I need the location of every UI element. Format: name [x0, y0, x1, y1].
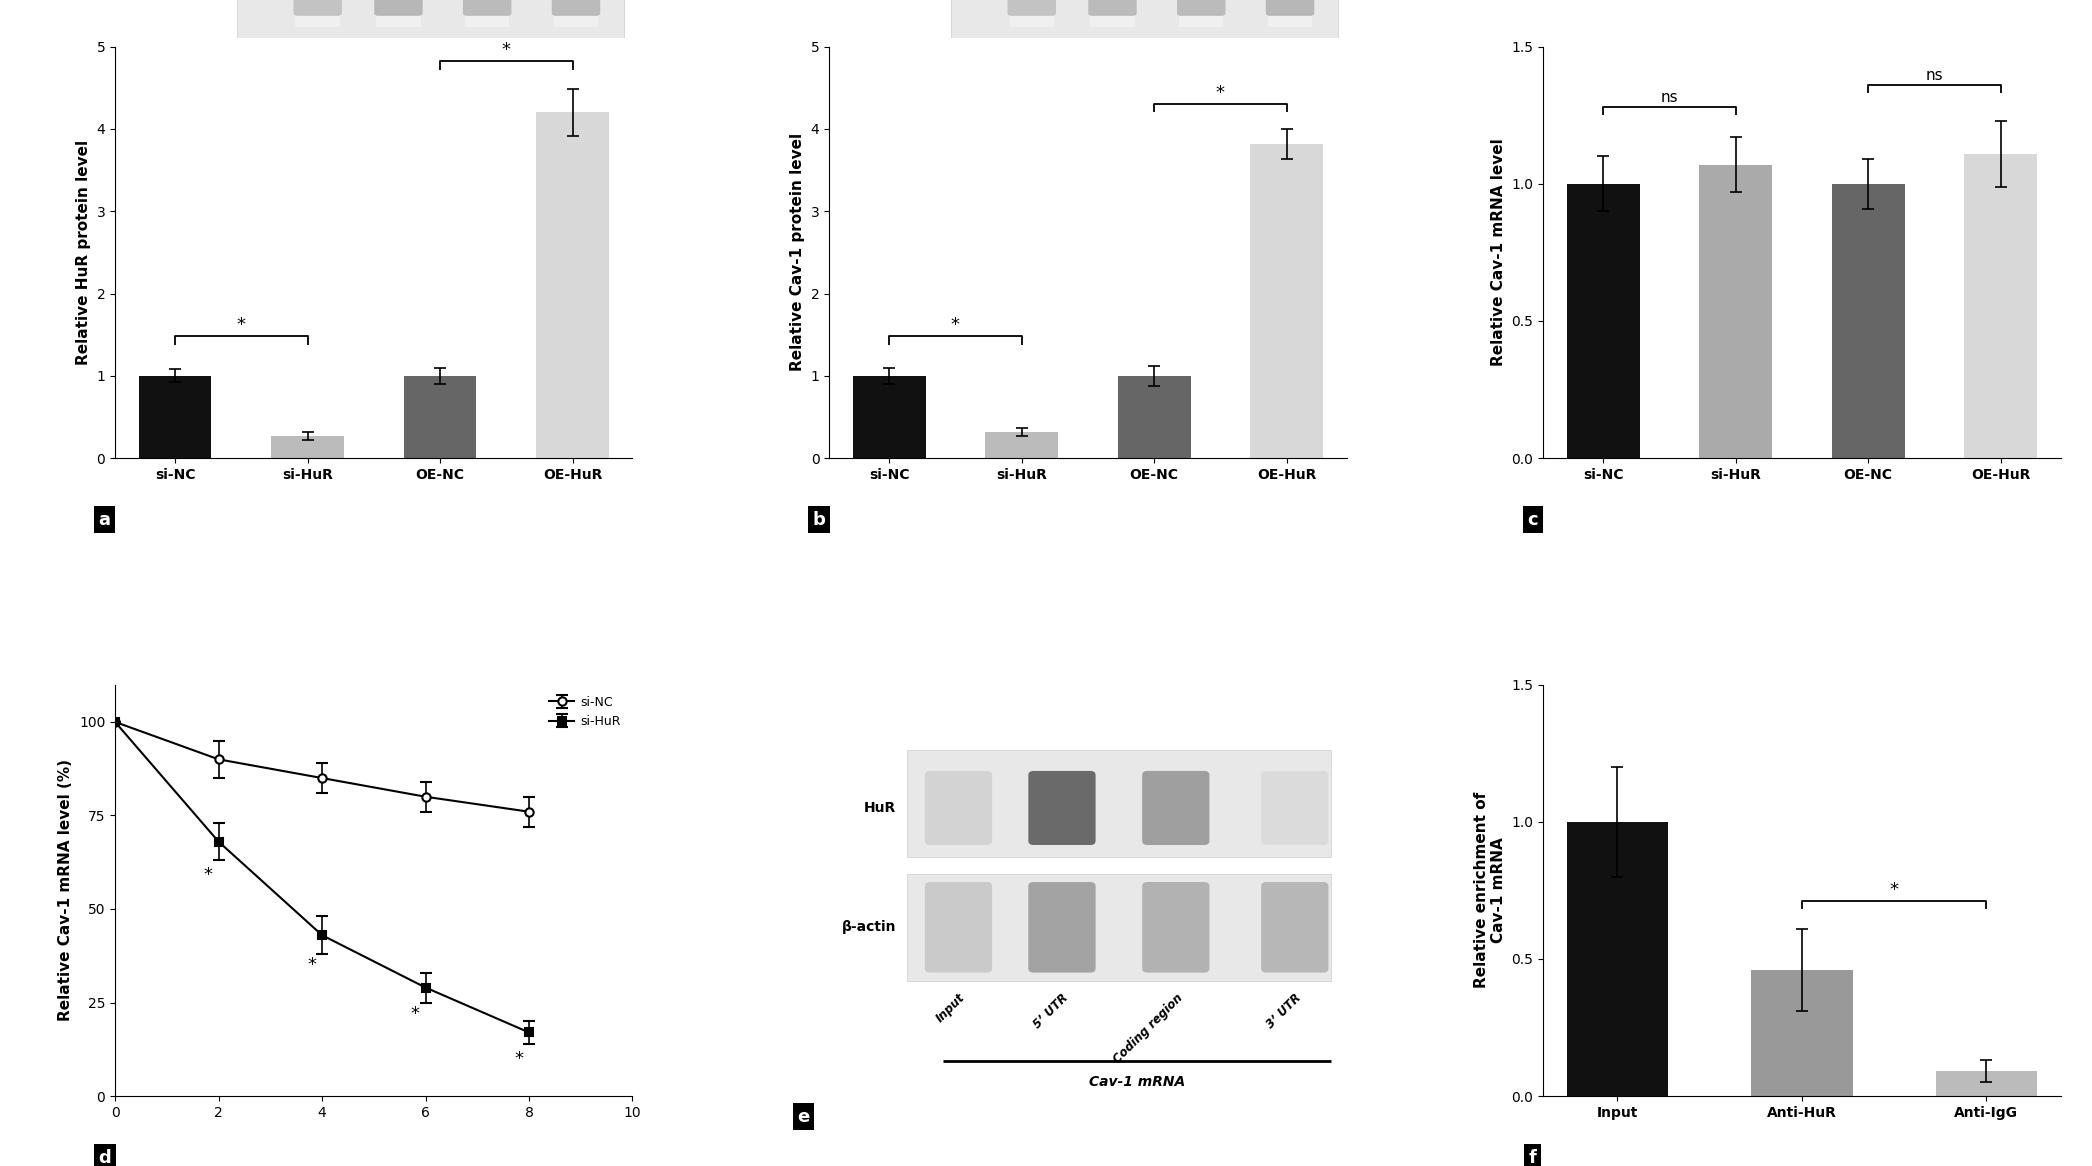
Bar: [536, 112, 609, 458]
Text: *: *: [1889, 881, 1900, 899]
Text: 5’ UTR: 5’ UTR: [1031, 991, 1071, 1031]
Legend: si-NC, si-HuR: si-NC, si-HuR: [544, 690, 626, 733]
FancyBboxPatch shape: [1142, 771, 1209, 845]
FancyBboxPatch shape: [1261, 881, 1328, 972]
FancyBboxPatch shape: [925, 771, 992, 845]
Bar: [1567, 184, 1640, 458]
Bar: [1251, 143, 1322, 458]
Text: *: *: [308, 956, 316, 974]
Y-axis label: Relative Cav-1 mRNA level: Relative Cav-1 mRNA level: [1492, 139, 1506, 366]
Bar: [272, 436, 343, 458]
Y-axis label: Relative enrichment of
Cav-1 mRNA: Relative enrichment of Cav-1 mRNA: [1473, 792, 1506, 989]
Text: ns: ns: [1925, 68, 1943, 83]
Text: *: *: [236, 316, 245, 335]
FancyBboxPatch shape: [925, 881, 992, 972]
Bar: [985, 431, 1059, 458]
FancyBboxPatch shape: [1029, 771, 1096, 845]
Text: *: *: [1215, 84, 1224, 103]
FancyBboxPatch shape: [906, 873, 1331, 981]
Text: Cav-1 mRNA: Cav-1 mRNA: [1088, 1075, 1186, 1089]
Text: *: *: [502, 42, 510, 59]
Y-axis label: Relative Cav-1 protein level: Relative Cav-1 protein level: [791, 133, 805, 372]
Text: *: *: [410, 1005, 420, 1023]
Text: β-actin: β-actin: [841, 920, 895, 934]
Text: *: *: [952, 316, 960, 335]
Text: HuR: HuR: [864, 801, 895, 815]
Bar: [1117, 375, 1190, 458]
Text: Input: Input: [933, 991, 969, 1025]
Y-axis label: Relative HuR protein level: Relative HuR protein level: [75, 140, 90, 365]
Text: e: e: [797, 1108, 810, 1125]
FancyBboxPatch shape: [1029, 881, 1096, 972]
Text: a: a: [98, 511, 111, 529]
Text: f: f: [1529, 1149, 1538, 1166]
Bar: [1699, 164, 1772, 458]
Bar: [1964, 154, 2038, 458]
Text: b: b: [812, 511, 824, 529]
FancyBboxPatch shape: [1142, 881, 1209, 972]
Text: *: *: [203, 866, 213, 884]
FancyBboxPatch shape: [1261, 771, 1328, 845]
Bar: [1751, 970, 1854, 1096]
Text: 3’ UTR: 3’ UTR: [1264, 991, 1303, 1031]
Text: ns: ns: [1661, 90, 1678, 105]
Bar: [1833, 184, 1904, 458]
Text: *: *: [515, 1049, 523, 1068]
Text: Coding region: Coding region: [1111, 991, 1184, 1066]
Bar: [1935, 1072, 2038, 1096]
FancyBboxPatch shape: [906, 751, 1331, 857]
Y-axis label: Relative Cav-1 mRNA level (%): Relative Cav-1 mRNA level (%): [59, 759, 73, 1021]
Bar: [138, 375, 211, 458]
Text: c: c: [1527, 511, 1538, 529]
Bar: [854, 375, 925, 458]
Bar: [404, 375, 477, 458]
Text: d: d: [98, 1149, 111, 1166]
Bar: [1567, 822, 1667, 1096]
